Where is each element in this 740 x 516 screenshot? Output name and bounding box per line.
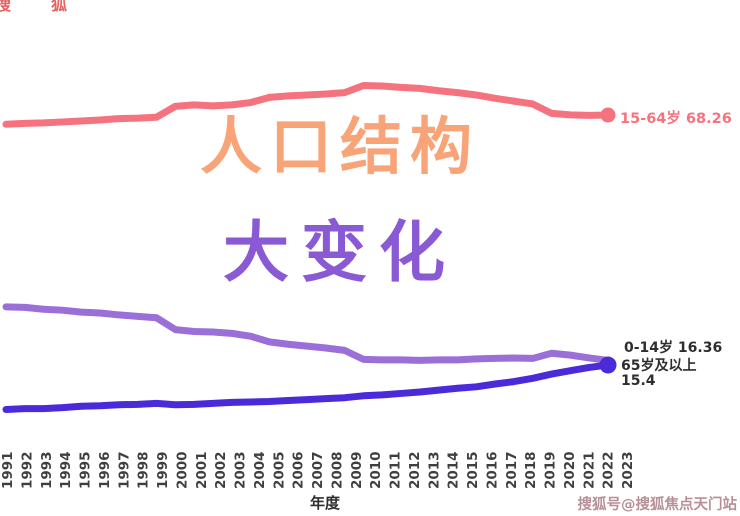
x-tick-label: 2007	[310, 451, 326, 489]
x-tick-label: 2013	[426, 451, 442, 489]
x-tick-label: 2018	[523, 451, 539, 489]
x-tick-label: 1995	[78, 451, 94, 489]
end-label-working-age: 15-64岁 68.26	[620, 111, 732, 127]
x-tick-label: 2014	[446, 451, 462, 489]
x-tick-label: 1999	[155, 451, 171, 489]
x-tick-label: 2004	[252, 451, 268, 489]
x-tick-label: 1996	[97, 451, 113, 489]
end-dot-65岁及以上	[599, 356, 617, 374]
line-series-0-14岁	[2, 303, 612, 365]
x-axis-title: 年度	[309, 494, 340, 512]
watermark: 搜狐号@搜狐焦点天门站	[577, 497, 738, 513]
x-tick-label: 2003	[233, 451, 249, 489]
x-tick-label: 2023	[620, 451, 636, 489]
x-tick-label: 2015	[465, 451, 481, 489]
line-series-65岁及以上	[2, 361, 612, 414]
x-tick-label: 2019	[543, 451, 559, 489]
x-tick-label: 2011	[388, 451, 404, 489]
x-tick-label: 2006	[291, 451, 307, 489]
x-tick-label: 2001	[194, 451, 210, 489]
end-label-children: 0-14岁 16.36	[624, 340, 723, 356]
line-series-15-64岁	[2, 82, 612, 128]
x-tick-label: 2022	[601, 451, 617, 489]
end-label-elderly-value: 15.4	[621, 373, 656, 389]
x-tick-label: 1992	[19, 451, 35, 489]
end-label-elderly-name: 65岁及以上	[621, 358, 697, 374]
x-tick-label: 2017	[504, 451, 520, 489]
x-tick-label: 2009	[349, 451, 365, 489]
x-tick-label: 1991	[0, 451, 16, 489]
x-tick-label: 2010	[368, 451, 384, 489]
x-tick-label: 1994	[58, 451, 74, 489]
x-tick-label: 2012	[407, 451, 423, 489]
x-tick-label: 2016	[484, 451, 500, 489]
x-tick-label: 1997	[116, 451, 132, 489]
x-tick-label: 1993	[39, 451, 55, 489]
end-dot-15-64岁	[600, 107, 616, 123]
x-tick-label: 2020	[562, 451, 578, 489]
x-tick-label: 2002	[213, 451, 229, 489]
x-tick-label: 2008	[329, 451, 345, 489]
x-tick-label: 2000	[174, 451, 190, 489]
x-tick-label: 1998	[136, 451, 152, 489]
watermark-fragment: 搜狐	[0, 0, 108, 14]
x-tick-label: 2021	[581, 451, 597, 489]
x-tick-label: 2005	[271, 451, 287, 489]
